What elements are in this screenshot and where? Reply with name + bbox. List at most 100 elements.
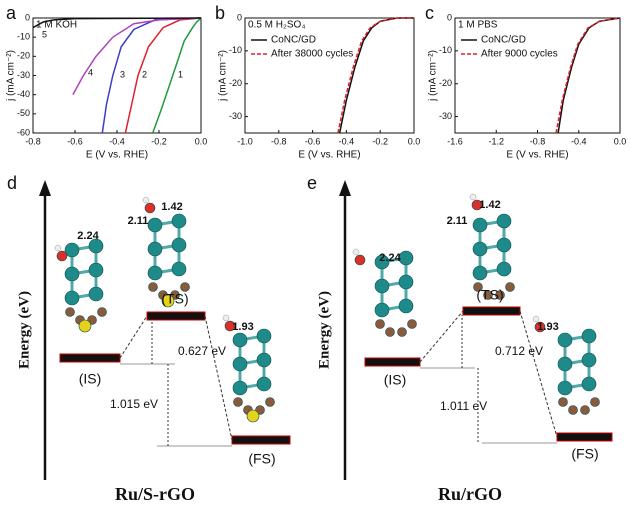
- atom: [557, 356, 573, 372]
- y-tick-label: -30: [17, 70, 30, 80]
- y-tick-label: -10: [439, 45, 452, 55]
- atom: [557, 380, 573, 396]
- atom: [64, 266, 80, 282]
- atom: [88, 238, 104, 254]
- x-tick-label: -1.6: [447, 136, 463, 146]
- atom: [505, 282, 515, 292]
- y-tick-label: -30: [439, 111, 452, 121]
- y-axis-label: j (mA cm⁻²): [6, 50, 17, 102]
- annotation: 1 M PBS: [458, 20, 498, 31]
- atom: [407, 319, 417, 329]
- connector: [119, 315, 148, 359]
- axis-arrowhead: [39, 180, 51, 196]
- x-tick-label: -0.8: [25, 136, 41, 146]
- caption: Ru/S-rGO: [115, 484, 195, 504]
- distance-label: 2.24: [77, 230, 99, 242]
- atom: [483, 290, 493, 300]
- series-label: 5: [42, 29, 47, 39]
- connector: [204, 315, 233, 441]
- y-tick-label: -50: [17, 108, 30, 118]
- x-tick-label: -0.6: [305, 136, 321, 146]
- atom: [171, 213, 187, 229]
- atom: [398, 274, 414, 290]
- panel-letter: e: [307, 173, 317, 193]
- panel-letter: c: [425, 3, 434, 23]
- y-axis-label: Energy (eV): [316, 291, 332, 369]
- atom: [246, 409, 260, 423]
- energy-level: [231, 435, 291, 445]
- barrier-label: 0.712 eV: [495, 344, 543, 358]
- y-axis-label: j (mA cm⁻²): [428, 50, 439, 102]
- distance-label: 1.93: [537, 321, 558, 333]
- y-tick-label: -40: [17, 89, 30, 99]
- panel-letter: b: [215, 3, 225, 23]
- caption: Ru/rGO: [438, 484, 502, 504]
- x-tick-label: -0.4: [109, 136, 125, 146]
- atom: [375, 319, 385, 329]
- x-tick-label: -0.4: [339, 136, 355, 146]
- series-line: [72, 17, 202, 96]
- reaction-energy-label: 1.015 eV: [110, 397, 158, 411]
- energy-level: [364, 357, 421, 367]
- reaction-energy-label: 1.011 eV: [440, 399, 487, 413]
- y-axis-label: Energy (eV): [16, 291, 32, 369]
- atom: [397, 327, 407, 337]
- atom: [557, 332, 573, 348]
- atom: [581, 352, 597, 368]
- h-atom: [222, 314, 230, 322]
- atom: [224, 320, 236, 332]
- plot-frame: [244, 17, 415, 134]
- series-line: [338, 17, 414, 134]
- x-tick-label: -0.4: [571, 136, 587, 146]
- x-axis-label: E (V vs. RHE): [298, 150, 360, 161]
- y-tick-label: 0: [25, 12, 30, 22]
- atom: [97, 307, 107, 317]
- y-tick-label: -20: [229, 78, 242, 88]
- atom: [496, 213, 512, 229]
- x-axis-label: E (V vs. RHE): [86, 150, 148, 161]
- atom: [144, 202, 156, 214]
- atom: [256, 328, 272, 344]
- atom: [64, 242, 80, 258]
- connector: [519, 310, 558, 438]
- distance-label: 2.24: [379, 252, 401, 264]
- atom: [580, 405, 590, 415]
- state-label: (TS): [161, 291, 188, 307]
- atom: [180, 282, 190, 292]
- series-line: [32, 17, 202, 29]
- annotation: 1 M KOH: [36, 20, 77, 31]
- x-axis-label: E (V vs. RHE): [506, 150, 568, 161]
- x-tick-label: 0.0: [614, 136, 627, 146]
- state-label: (TS): [476, 287, 503, 303]
- legend-label: CoNC/GD: [271, 35, 316, 46]
- atom: [471, 199, 483, 211]
- series-label: 3: [120, 69, 125, 79]
- atom: [568, 405, 578, 415]
- state-label: (FS): [571, 446, 598, 462]
- h-atom: [532, 315, 540, 323]
- y-axis-label: j (mA cm⁻²): [218, 50, 229, 102]
- legend-label: After 38000 cycles: [271, 49, 353, 60]
- x-tick-label: 0.0: [195, 136, 208, 146]
- atom: [256, 376, 272, 392]
- state-label: (IS): [79, 371, 102, 387]
- atom: [232, 356, 248, 372]
- y-tick-label: -60: [17, 127, 30, 137]
- annotation: 0.5 M H₂SO₄: [248, 20, 305, 31]
- atom: [581, 376, 597, 392]
- series-label: 1: [178, 69, 183, 79]
- series-line: [557, 17, 621, 134]
- distance-label: 1.42: [161, 201, 182, 213]
- atom: [161, 294, 175, 308]
- y-tick-label: -20: [439, 78, 452, 88]
- atom: [385, 327, 395, 337]
- y-tick-label: -10: [229, 45, 242, 55]
- series-label: 2: [142, 69, 147, 79]
- atom: [88, 262, 104, 278]
- atom: [398, 250, 414, 266]
- atom: [147, 265, 163, 281]
- atom: [398, 298, 414, 314]
- atom: [233, 397, 243, 407]
- atom: [232, 332, 248, 348]
